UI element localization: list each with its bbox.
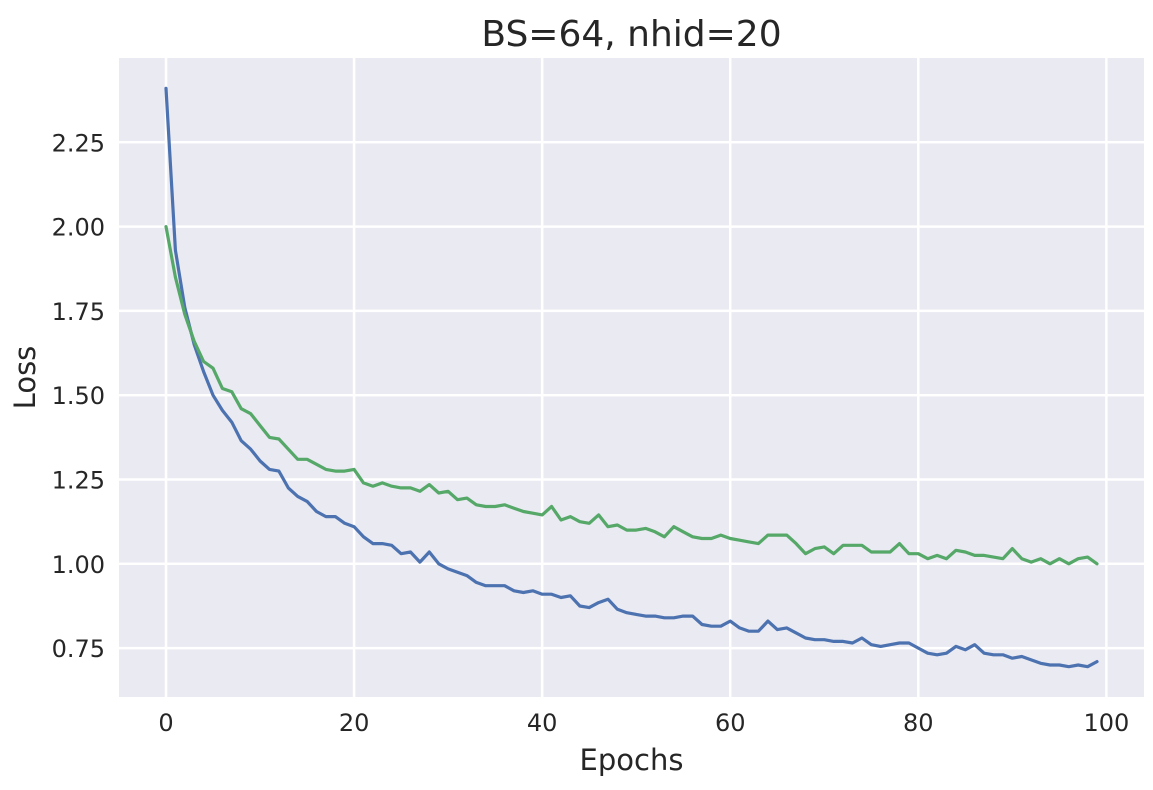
x-tick-label: 40 (527, 709, 558, 737)
series-line-1 (164, 86, 1099, 669)
series-lines (164, 86, 1099, 669)
y-tick-label: 1.75 (52, 298, 105, 326)
x-tick-label: 100 (1083, 709, 1129, 737)
y-tick-label: 1.50 (52, 382, 105, 410)
x-axis-label: Epochs (580, 743, 684, 777)
y-axis-ticks: 0.75 1.00 1.25 1.50 1.75 2.00 2.25 (52, 129, 105, 663)
gridlines (119, 58, 1144, 697)
x-tick-label: 0 (158, 709, 173, 737)
x-axis-ticks: 0 20 40 60 80 100 (158, 709, 1129, 737)
plot-area (119, 58, 1144, 697)
y-axis-label: Loss (8, 346, 42, 410)
y-tick-label: 0.75 (52, 635, 105, 663)
x-tick-label: 80 (903, 709, 934, 737)
y-tick-label: 2.25 (52, 129, 105, 157)
series-line-2 (164, 225, 1099, 566)
y-tick-label: 1.25 (52, 467, 105, 495)
y-tick-label: 1.00 (52, 551, 105, 579)
x-tick-label: 20 (339, 709, 370, 737)
y-tick-label: 2.00 (52, 214, 105, 242)
chart-title: BS=64, nhid=20 (481, 14, 781, 55)
x-tick-label: 60 (715, 709, 746, 737)
